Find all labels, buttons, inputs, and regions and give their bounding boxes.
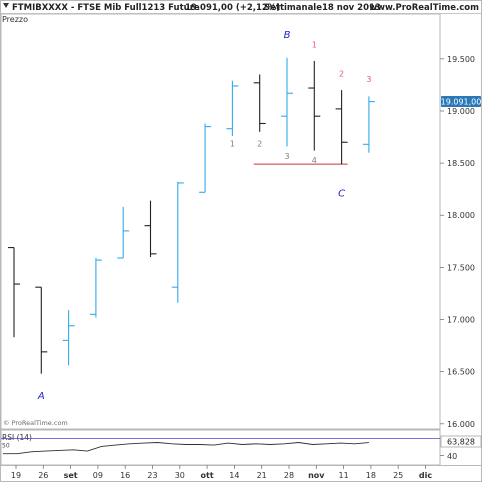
wave-labels: A B C 1 2 3 4 1 2 3 [37, 30, 372, 402]
price-y-axis: 16.000 16.500 17.000 17.500 18.000 18.500 19.0… [440, 55, 475, 429]
count-label: 3 [366, 75, 371, 84]
title-bar: FTMIBXXXX - FTSE Mib Full1213 Future 19.… [1, 3, 481, 14]
y-tick-label: 19.000 [447, 107, 475, 116]
header-date: 18 nov 2013 [322, 3, 381, 13]
ohlc-bar [62, 310, 75, 366]
ohlc-bar [308, 60, 321, 151]
count-label: 1 [312, 40, 317, 49]
ohlc-bar [199, 123, 212, 193]
y-tick-label: 18.500 [447, 159, 475, 168]
wave-label: C [338, 188, 345, 199]
ohlc-bar [89, 257, 102, 318]
x-tick-label: ott [201, 471, 214, 480]
x-tick-label: 18 [366, 471, 376, 480]
price-panel [0, 13, 441, 430]
rsi-right-tick: 40 [447, 452, 457, 461]
ohlc-bar [144, 200, 157, 257]
y-tick-label: 18.000 [447, 211, 475, 220]
x-tick-label: 21 [257, 471, 267, 480]
x-tick-label: 14 [229, 471, 239, 480]
time-x-axis: 19 26 set 09 16 23 30 ott 14 21 28 nov 11 18 25 dic [1, 465, 481, 480]
count-label: 1 [230, 139, 235, 148]
rsi-value-label: 63,828 [447, 438, 475, 447]
count-label: 2 [339, 70, 344, 79]
x-tick-label: set [64, 471, 78, 480]
ticker-text: FTMIBXXXX [12, 3, 68, 13]
rsi-value-badge [440, 435, 482, 448]
ohlc-bar [226, 80, 239, 136]
y-tick-label: 17.500 [447, 263, 475, 272]
wave-label: B [284, 30, 291, 41]
x-tick-label: nov [308, 471, 325, 480]
x-tick-label: 23 [147, 471, 157, 480]
x-tick-label: 25 [393, 471, 403, 480]
x-tick-label: 30 [175, 471, 185, 480]
x-tick-label: 19 [11, 471, 21, 480]
ohlc-series [8, 57, 375, 374]
x-tick-label: 26 [38, 471, 48, 480]
ohlc-bar [117, 206, 130, 259]
rsi-label: RSI (14) [2, 433, 32, 442]
rsi-left-tick: 50 [2, 443, 10, 450]
x-tick-label: 16 [120, 471, 130, 480]
y-tick-label: 16.000 [447, 420, 475, 429]
instrument-description: FTSE Mib Full1213 Future [77, 3, 200, 13]
wave-label: A [37, 391, 45, 402]
y-tick-label: 17.000 [447, 316, 475, 325]
ohlc-bar [35, 286, 48, 374]
y-tick-label: 19.500 [447, 55, 475, 64]
count-label: 3 [284, 152, 289, 161]
price-panel-label: Prezzo [2, 15, 28, 24]
rsi-line [3, 442, 369, 455]
ohlc-bar [362, 96, 375, 153]
x-tick-label: 11 [339, 471, 349, 480]
x-tick-label: 28 [284, 471, 294, 480]
x-tick-label: dic [419, 471, 432, 480]
x-tick-label: 09 [93, 471, 103, 480]
y-tick-label: 16.500 [447, 368, 475, 377]
ohlc-bar [281, 57, 293, 147]
ohlc-bar [335, 90, 348, 165]
menu-triangle-icon[interactable] [3, 3, 9, 8]
count-label: 4 [312, 156, 317, 165]
current-price-badge: 19.091,00 [441, 95, 482, 107]
count-label: 2 [257, 139, 262, 148]
header-site: www.ProRealTime.com [369, 3, 479, 13]
ohlc-bar [253, 74, 266, 132]
current-price-label: 19.091,00 [441, 97, 482, 106]
ohlc-bar [8, 247, 20, 338]
watermark: © ProRealTime.com [3, 419, 68, 427]
ohlc-bar [171, 181, 184, 303]
header-quote: 19.091,00 (+2,12%) [185, 3, 280, 13]
svg-text:FTMIBXXXX - FTSE Mib Full1213: FTMIBXXXX - FTSE Mib Full1213 Future [12, 3, 200, 13]
rsi-panel: RSI (14) 50 63,828 40 [0, 429, 482, 466]
header-period: Settimanale [264, 3, 322, 13]
